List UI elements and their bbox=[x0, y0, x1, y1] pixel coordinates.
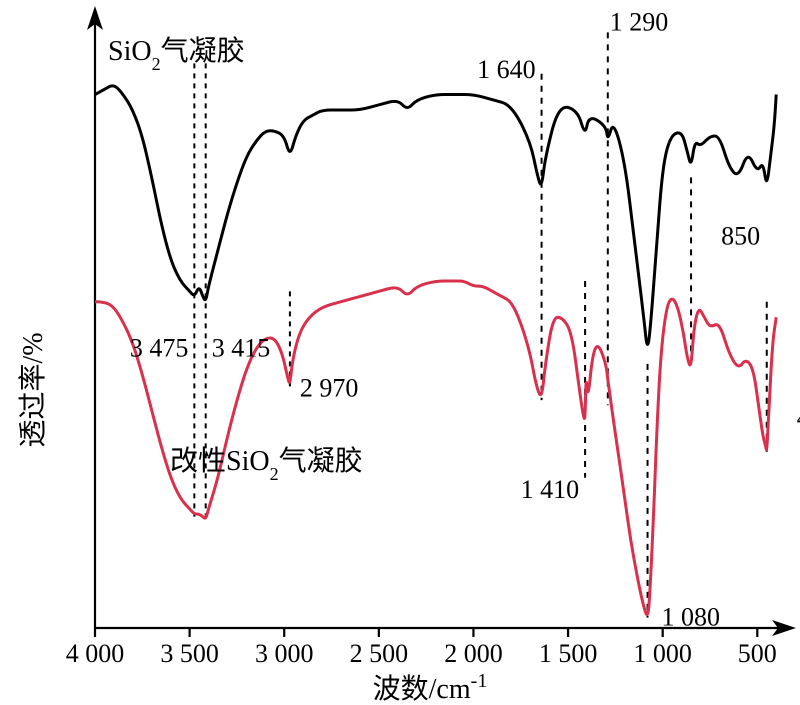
series-sio2 bbox=[95, 86, 776, 345]
peak-label: 850 bbox=[721, 222, 760, 251]
x-tick-label: 500 bbox=[738, 639, 777, 668]
x-axis-title: 波数/cm-1 bbox=[373, 670, 488, 705]
x-axis-ticks: 4 000 3 500 3 000 2 500 2 000 1 500 1 000 500 bbox=[66, 628, 777, 668]
series-label-sio2: SiO2气凝胶 bbox=[108, 35, 245, 74]
peak-label: 1 080 bbox=[662, 603, 721, 632]
peak-label: 1 290 bbox=[610, 7, 669, 36]
peak-labels: 3 4753 4152 9701 6401 4101 2901 08085045… bbox=[130, 7, 800, 631]
series-label-modified: 改性SiO2气凝胶 bbox=[170, 445, 363, 484]
x-tick-label: 1 500 bbox=[539, 639, 598, 668]
peak-label: 3 415 bbox=[212, 334, 271, 363]
x-tick-label: 4 000 bbox=[66, 639, 125, 668]
peak-label: 1 640 bbox=[477, 55, 536, 84]
chart-svg: 4 000 3 500 3 000 2 500 2 000 1 500 1 000 500 3… bbox=[0, 0, 800, 705]
x-tick-label: 2 500 bbox=[350, 639, 409, 668]
x-tick-label: 1 000 bbox=[633, 639, 692, 668]
x-tick-label: 3 500 bbox=[160, 639, 219, 668]
ftir-chart: 4 000 3 500 3 000 2 500 2 000 1 500 1 000 500 3… bbox=[0, 0, 800, 705]
peak-label: 3 475 bbox=[130, 334, 189, 363]
peak-label: 1 410 bbox=[521, 475, 580, 504]
y-axis-title: 透过率/% bbox=[17, 332, 49, 447]
x-tick-label: 2 000 bbox=[444, 639, 503, 668]
x-tick-label: 3 000 bbox=[255, 639, 314, 668]
peak-label: 2 970 bbox=[300, 374, 359, 403]
